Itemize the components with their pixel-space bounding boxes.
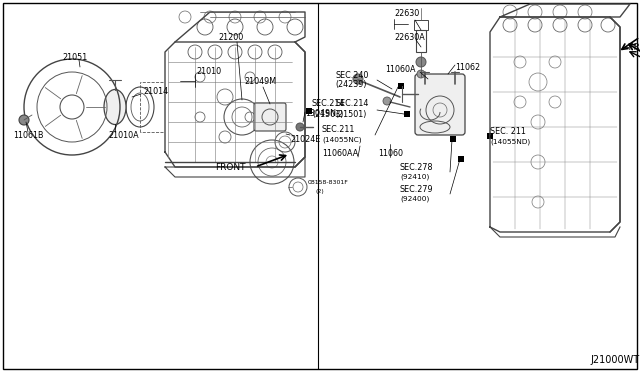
Text: 21200: 21200 [218, 32, 243, 42]
Text: 13049N: 13049N [305, 109, 336, 119]
Text: (14055ND): (14055ND) [490, 139, 531, 145]
Text: SEC. 211: SEC. 211 [490, 128, 526, 137]
Text: SEC.279: SEC.279 [400, 185, 434, 193]
Text: SEC.240: SEC.240 [335, 71, 369, 80]
Bar [404, 111, 410, 117]
Circle shape [296, 123, 304, 131]
Bar [450, 136, 456, 142]
Text: (92400): (92400) [400, 196, 429, 202]
Ellipse shape [104, 90, 126, 125]
Text: (21501): (21501) [335, 109, 366, 119]
Bar [487, 133, 493, 139]
Circle shape [353, 74, 363, 84]
Text: 21010A: 21010A [108, 131, 139, 140]
Text: (24239): (24239) [335, 80, 367, 90]
Text: 22630A: 22630A [394, 32, 425, 42]
Text: 21051: 21051 [62, 52, 87, 61]
Text: 21049M: 21049M [244, 77, 276, 87]
Text: ←FRONT: ←FRONT [622, 42, 640, 51]
FancyBboxPatch shape [254, 103, 286, 131]
Text: 21010: 21010 [196, 67, 221, 77]
Text: SEC.211: SEC.211 [322, 125, 355, 135]
Text: (21503): (21503) [312, 109, 344, 119]
Text: (92410): (92410) [400, 174, 429, 180]
Text: 21014: 21014 [143, 87, 168, 96]
Text: FRONT: FRONT [215, 163, 246, 171]
Text: 22630: 22630 [394, 10, 419, 19]
Text: 11060A: 11060A [385, 64, 415, 74]
Text: 11061B: 11061B [13, 131, 44, 140]
Bar [416, 30, 426, 52]
Text: SEC.278: SEC.278 [400, 163, 433, 171]
Text: 21024E: 21024E [290, 135, 320, 144]
Bar [306, 108, 312, 114]
Circle shape [417, 70, 425, 78]
Bar [458, 156, 464, 162]
Bar [398, 83, 404, 89]
Text: J21000WT: J21000WT [590, 355, 639, 365]
Circle shape [383, 97, 391, 105]
Text: (14055NC): (14055NC) [322, 137, 362, 143]
Circle shape [19, 115, 29, 125]
FancyBboxPatch shape [415, 74, 465, 135]
Text: 11060AA: 11060AA [322, 150, 358, 158]
Circle shape [416, 57, 426, 67]
Text: 11062: 11062 [455, 62, 480, 71]
Text: 11060: 11060 [378, 150, 403, 158]
Text: (2): (2) [315, 189, 324, 195]
Text: SEC.214: SEC.214 [335, 99, 369, 109]
Bar [414, 20, 428, 30]
Text: 08158-8301F: 08158-8301F [308, 180, 349, 185]
Text: SEC.214: SEC.214 [312, 99, 346, 109]
